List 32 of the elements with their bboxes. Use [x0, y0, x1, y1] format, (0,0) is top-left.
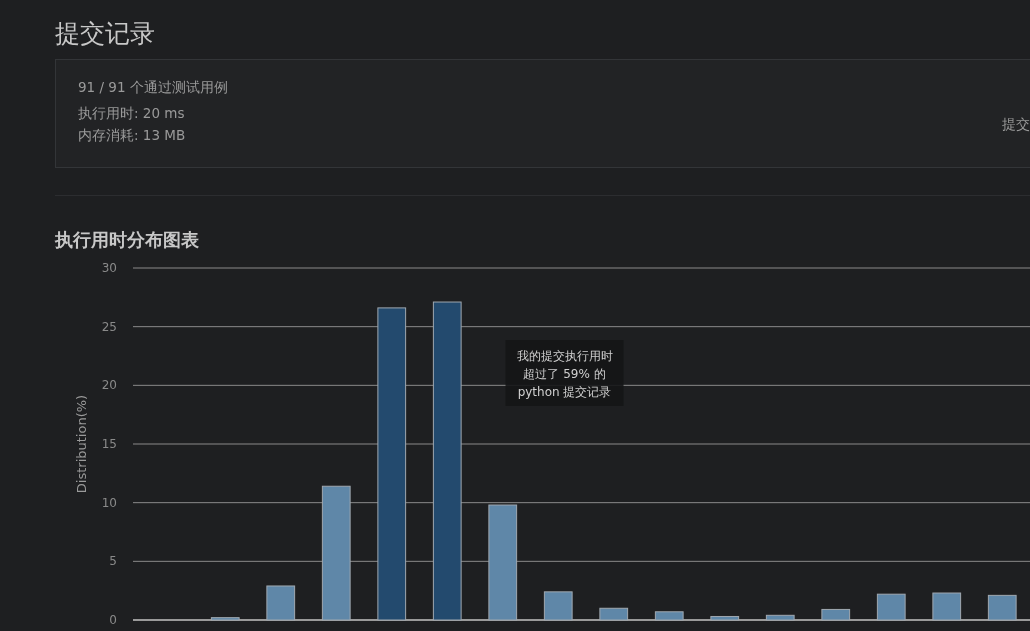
text: 内存消耗: 13 MB: [78, 127, 186, 143]
bar: [543, 591, 573, 621]
bar: [932, 592, 962, 621]
y-tick-label: 0: [109, 613, 117, 627]
bar: [210, 617, 240, 621]
bar: [876, 593, 906, 621]
y-tick-label: 30: [101, 261, 117, 275]
text: 提交: [1002, 116, 1030, 132]
bar: [654, 611, 684, 621]
annotation: 我的提交执行用时: [516, 349, 613, 363]
annotation: python 提交记录: [517, 385, 612, 399]
bar: [432, 301, 462, 621]
chart-title: 执行用时分布图表: [54, 229, 199, 250]
bar: [377, 307, 407, 621]
bar: [710, 615, 740, 621]
bar: [821, 608, 851, 621]
bar: [987, 594, 1017, 621]
y-axis-title: Distribution(%): [74, 394, 89, 494]
y-tick-label: 15: [101, 437, 117, 451]
annotation: 超过了 59% 的: [523, 367, 606, 381]
bar: [321, 485, 351, 621]
text: 执行用时: 20 ms: [78, 105, 185, 121]
bar: [488, 504, 518, 621]
y-tick-label: 10: [101, 495, 117, 510]
text: 提交记录: [55, 19, 155, 48]
y-tick-label: 5: [109, 554, 117, 569]
bar: [599, 607, 629, 621]
y-tick-label: 25: [101, 319, 117, 334]
bar: [266, 585, 296, 621]
text: 91 / 91 个通过测试用例: [78, 79, 228, 95]
y-tick-label: 20: [101, 378, 117, 393]
bar: [765, 614, 795, 621]
